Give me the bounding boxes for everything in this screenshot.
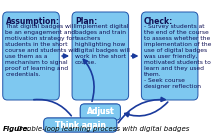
Text: Assumption:: Assumption:	[6, 17, 59, 26]
Text: Think again: Think again	[55, 120, 106, 130]
FancyBboxPatch shape	[80, 104, 120, 120]
FancyBboxPatch shape	[141, 12, 198, 100]
FancyBboxPatch shape	[80, 104, 120, 120]
Text: Implement digital
badges and train
teachers
highlighting how
digital badges will: Implement digital badges and train teach…	[75, 24, 130, 65]
FancyBboxPatch shape	[44, 118, 117, 132]
Text: That digital badges will
be an engagement and
motivation strategy for
students i: That digital badges will be an engagemen…	[6, 24, 79, 77]
Text: Plan:: Plan:	[75, 17, 97, 26]
Text: Adjust: Adjust	[86, 107, 114, 117]
Text: Check:: Check:	[144, 17, 173, 26]
Text: Adjust: Adjust	[86, 107, 114, 117]
Text: Figure:: Figure:	[3, 126, 31, 132]
FancyBboxPatch shape	[44, 118, 117, 132]
Text: - Survey students at
the end of the course
to assess whether the
implementation : - Survey students at the end of the cour…	[144, 24, 211, 89]
FancyBboxPatch shape	[72, 12, 129, 100]
Text: Double-loop learning process with digital badges: Double-loop learning process with digita…	[15, 126, 189, 132]
FancyBboxPatch shape	[3, 12, 59, 100]
Text: Think again: Think again	[55, 120, 106, 130]
